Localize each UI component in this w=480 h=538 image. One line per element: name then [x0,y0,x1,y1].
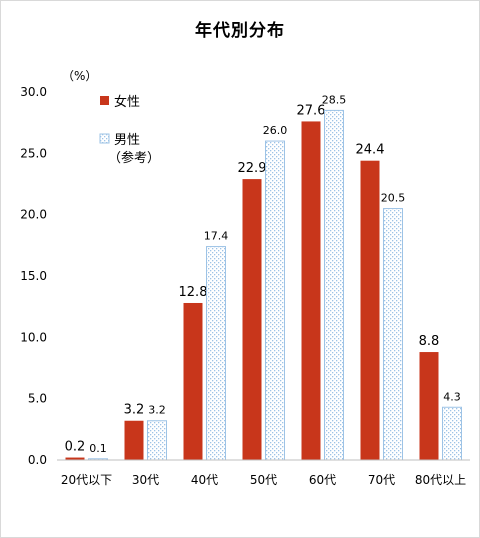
y-tick-label: 30.0 [20,85,47,99]
data-label-male: 26.0 [263,124,288,137]
data-label-female: 24.4 [356,143,385,158]
data-label-female: 22.9 [238,161,267,176]
data-label-female: 27.6 [297,103,326,118]
data-label-male: 17.4 [204,230,229,243]
legend-label-female: 女性 [114,94,140,110]
y-tick-label: 20.0 [20,208,47,222]
bar-male [442,406,462,461]
bar-male [147,420,167,461]
bar-female [183,302,203,460]
x-axis: 20代以下 30代 40代 50代 60代 70代 80代以上 [57,459,470,487]
bar-male [383,208,403,461]
bar-female [360,160,380,460]
x-category-label: 20代以下 [61,473,112,487]
data-label-female: 0.2 [65,440,86,455]
legend-swatch-male [99,133,110,144]
y-tick-label: 25.0 [20,146,47,160]
x-category-label: 50代 [250,473,277,487]
bar-female [242,179,262,461]
legend-label-male: 男性 [114,133,140,148]
bar-female [419,352,439,460]
chart-title: 年代別分布 [195,21,285,41]
bar-female [124,420,144,460]
y-tick-label: 0.0 [28,453,47,467]
y-axis: 0.0 5.0 10.0 15.0 20.0 25.0 30.0 [20,85,47,467]
x-category-label: 40代 [191,473,218,487]
legend-swatch-female [100,96,109,105]
bar-female [301,121,321,460]
y-tick-label: 5.0 [28,392,47,406]
x-category-label: 30代 [132,473,159,487]
x-category-label: 60代 [309,473,336,487]
y-unit-label: （%） [62,69,97,83]
data-label-female: 12.8 [179,285,208,300]
bar-female [65,457,85,460]
data-label-male: 3.2 [148,404,166,417]
data-label-male: 28.5 [322,93,347,106]
legend-label-male: （参考） [108,150,160,166]
bar-male [265,140,285,461]
data-label-female: 3.2 [124,403,145,418]
bar-male [206,246,226,461]
x-category-label: 70代 [368,473,395,487]
bar-male [324,109,344,461]
data-label-male: 4.3 [443,390,461,403]
y-tick-label: 15.0 [20,269,47,283]
y-tick-label: 10.0 [20,330,47,344]
x-category-label: 80代以上 [415,473,466,487]
data-label-male: 20.5 [381,192,406,205]
bars-group: 0.2 0.1 3.2 3.2 12.8 17.4 22.9 26.0 27.628.5 24.4… [65,93,462,461]
data-label-female: 8.8 [419,334,440,349]
data-label-male: 0.1 [89,442,107,455]
